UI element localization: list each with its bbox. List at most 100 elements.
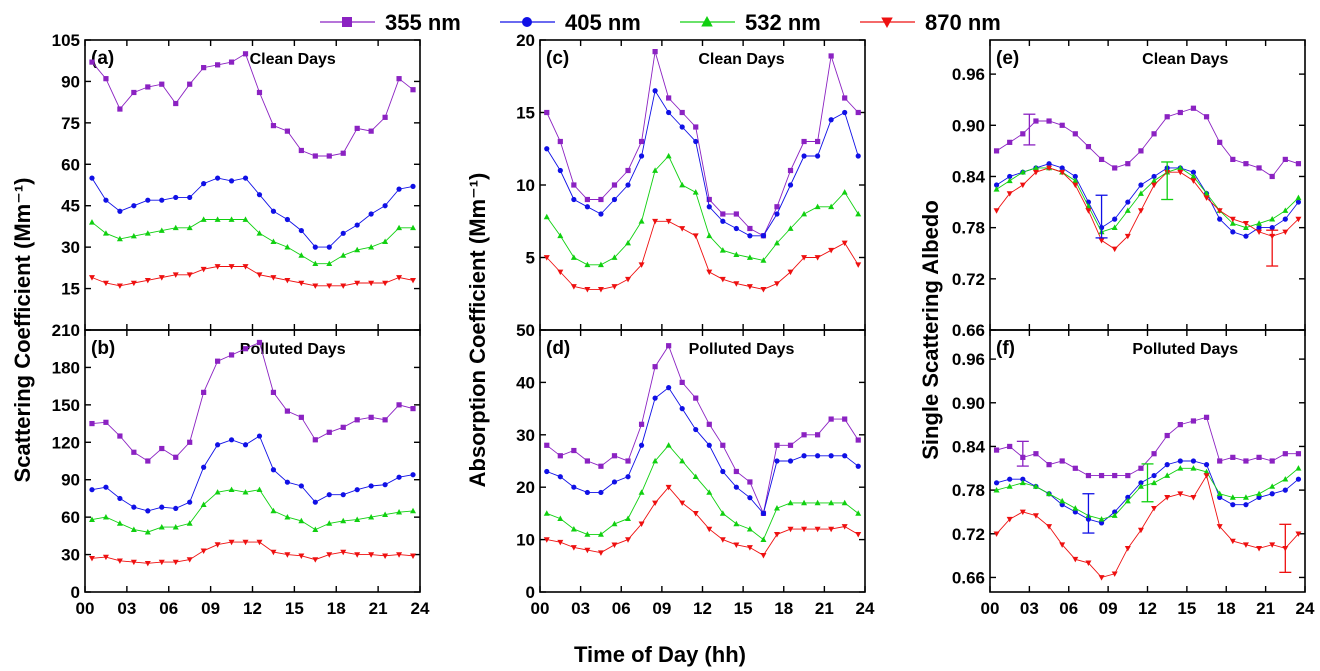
data-point-355-nm	[1282, 451, 1288, 457]
data-point-355-nm	[815, 432, 821, 438]
data-point-355-nm	[354, 125, 360, 131]
data-point-405-nm	[1190, 458, 1197, 464]
data-point-532-nm	[570, 254, 577, 260]
data-point-870-nm	[841, 524, 848, 530]
data-point-532-nm	[312, 260, 319, 267]
data-point-355-nm	[993, 447, 1000, 453]
data-point-405-nm	[382, 482, 388, 488]
y-axis-label-scattering: Scattering Coefficient (Mm⁻¹)	[10, 178, 35, 483]
data-point-532-nm	[382, 238, 389, 244]
data-point-405-nm	[1243, 502, 1249, 508]
data-point-355-nm	[1164, 432, 1170, 439]
error-bar-355-nm	[1016, 440, 1029, 467]
data-point-870-nm	[1006, 516, 1013, 523]
data-point-532-nm	[841, 189, 848, 195]
data-point-405-nm	[298, 483, 304, 489]
data-point-532-nm	[1282, 207, 1289, 213]
data-point-870-nm	[312, 557, 319, 563]
series-line-355-nm	[546, 344, 859, 515]
data-point-405-nm	[571, 196, 577, 203]
data-point-355-nm	[187, 439, 193, 445]
series-355-nm	[89, 51, 416, 159]
data-point-532-nm	[1059, 497, 1066, 504]
data-point-405-nm	[679, 406, 685, 412]
data-point-355-nm	[652, 49, 658, 55]
data-point-405-nm	[1007, 476, 1013, 482]
data-point-355-nm	[557, 138, 563, 145]
data-point-405-nm	[270, 208, 277, 214]
data-point-405-nm	[1151, 173, 1157, 180]
data-point-870-nm	[760, 287, 767, 293]
data-point-355-nm	[1085, 472, 1092, 479]
data-point-870-nm	[1151, 182, 1158, 189]
data-point-405-nm	[340, 230, 346, 236]
data-point-405-nm	[666, 385, 672, 391]
data-point-405-nm	[1203, 462, 1210, 468]
data-point-355-nm	[1072, 465, 1078, 471]
y-axis-label-absorption: Absorption Coefficient (Mm⁻¹)	[465, 173, 490, 488]
legend-marker-405-nm	[522, 17, 532, 27]
data-point-355-nm	[173, 454, 179, 460]
data-point-532-nm	[1216, 490, 1223, 497]
data-point-405-nm	[1269, 491, 1275, 497]
data-point-355-nm	[228, 59, 235, 65]
data-point-870-nm	[652, 500, 659, 507]
data-point-405-nm	[1138, 480, 1144, 486]
data-point-355-nm	[382, 417, 388, 423]
data-point-870-nm	[396, 275, 403, 281]
data-point-355-nm	[666, 95, 672, 101]
data-point-355-nm	[89, 59, 95, 65]
data-point-870-nm	[1032, 513, 1039, 519]
data-point-870-nm	[1124, 545, 1131, 552]
data-point-870-nm	[597, 287, 604, 293]
data-point-355-nm	[855, 437, 861, 443]
x-tick-label: 24	[856, 599, 875, 618]
data-point-355-nm	[801, 432, 807, 438]
data-point-870-nm	[719, 537, 726, 543]
data-point-870-nm	[1085, 208, 1092, 214]
data-point-870-nm	[1085, 560, 1092, 567]
data-point-532-nm	[706, 232, 713, 239]
data-point-405-nm	[159, 197, 165, 203]
series-line-870-nm	[996, 167, 1299, 250]
data-point-405-nm	[611, 479, 618, 485]
data-point-532-nm	[706, 489, 713, 495]
data-point-532-nm	[570, 526, 577, 532]
data-point-355-nm	[1112, 165, 1118, 171]
x-tick-label: 09	[652, 599, 671, 618]
data-point-532-nm	[270, 238, 277, 244]
data-point-355-nm	[1098, 472, 1105, 479]
data-point-870-nm	[326, 552, 333, 558]
data-point-355-nm	[89, 420, 95, 427]
data-point-870-nm	[543, 537, 550, 543]
data-point-355-nm	[1059, 458, 1065, 464]
series-line-532-nm	[91, 489, 414, 533]
data-point-405-nm	[584, 489, 590, 496]
data-point-532-nm	[1006, 177, 1013, 184]
series-line-870-nm	[91, 541, 414, 564]
legend-label-405-nm: 405 nm	[565, 10, 641, 35]
panel-e: 0.66 0.72 0.78 0.84 0.90 0.96 (e) Clean Days	[952, 39, 1306, 340]
data-point-355-nm	[693, 124, 699, 130]
data-point-405-nm	[173, 505, 179, 512]
data-point-405-nm	[855, 463, 861, 469]
data-point-355-nm	[1177, 422, 1183, 428]
data-point-355-nm	[1007, 139, 1013, 145]
panel-label: (a)	[91, 48, 114, 69]
data-point-870-nm	[158, 559, 165, 566]
data-point-870-nm	[570, 284, 577, 290]
data-point-870-nm	[1295, 531, 1302, 537]
data-point-405-nm	[354, 222, 360, 228]
data-point-532-nm	[228, 216, 235, 222]
data-point-532-nm	[1203, 468, 1210, 475]
data-point-405-nm	[89, 487, 95, 493]
data-point-532-nm	[298, 517, 305, 524]
data-point-870-nm	[1242, 542, 1249, 548]
data-point-355-nm	[159, 445, 165, 452]
y-tick-label: 0.78	[952, 219, 985, 238]
data-point-870-nm	[1151, 505, 1158, 512]
data-point-870-nm	[584, 287, 591, 293]
data-point-355-nm	[159, 81, 165, 87]
data-point-405-nm	[312, 499, 318, 505]
series-870-nm	[993, 473, 1302, 581]
